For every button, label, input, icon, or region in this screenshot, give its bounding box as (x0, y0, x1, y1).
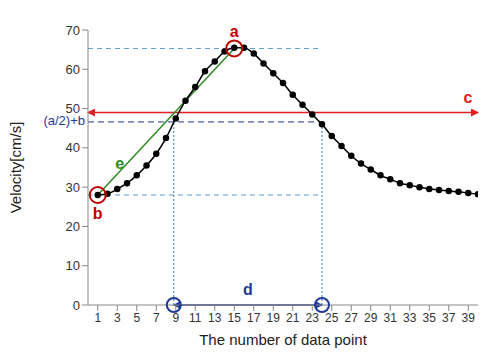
svg-text:9: 9 (172, 311, 179, 325)
svg-text:10: 10 (66, 258, 80, 273)
svg-text:Velocity[cm/s]: Velocity[cm/s] (8, 122, 24, 214)
svg-text:d: d (243, 281, 253, 298)
svg-text:3: 3 (114, 311, 121, 325)
svg-text:35: 35 (423, 311, 437, 325)
svg-text:19: 19 (267, 311, 281, 325)
svg-text:c: c (464, 89, 473, 106)
svg-text:60: 60 (66, 62, 80, 77)
svg-text:23: 23 (306, 311, 320, 325)
svg-text:31: 31 (384, 311, 398, 325)
svg-text:a: a (230, 23, 239, 40)
svg-text:e: e (115, 155, 124, 172)
svg-text:15: 15 (228, 311, 242, 325)
svg-text:1: 1 (94, 311, 101, 325)
svg-text:17: 17 (247, 311, 261, 325)
svg-text:27: 27 (345, 311, 359, 325)
svg-text:11: 11 (189, 311, 202, 325)
svg-text:20: 20 (66, 219, 80, 234)
svg-text:40: 40 (66, 140, 80, 155)
svg-text:70: 70 (66, 23, 80, 38)
svg-text:7: 7 (153, 311, 160, 325)
svg-text:21: 21 (286, 311, 300, 325)
svg-text:39: 39 (462, 311, 476, 325)
svg-text:5: 5 (133, 311, 140, 325)
svg-text:b: b (93, 205, 103, 222)
svg-text:(a/2)+b: (a/2)+b (43, 113, 85, 129)
svg-text:33: 33 (403, 311, 417, 325)
svg-text:25: 25 (325, 311, 339, 325)
svg-text:13: 13 (208, 311, 222, 325)
svg-text:0: 0 (73, 298, 80, 313)
svg-text:50: 50 (66, 101, 80, 116)
svg-text:30: 30 (66, 180, 80, 195)
svg-text:The number of data point: The number of data point (199, 331, 367, 348)
svg-text:29: 29 (364, 311, 378, 325)
svg-text:37: 37 (442, 311, 456, 325)
